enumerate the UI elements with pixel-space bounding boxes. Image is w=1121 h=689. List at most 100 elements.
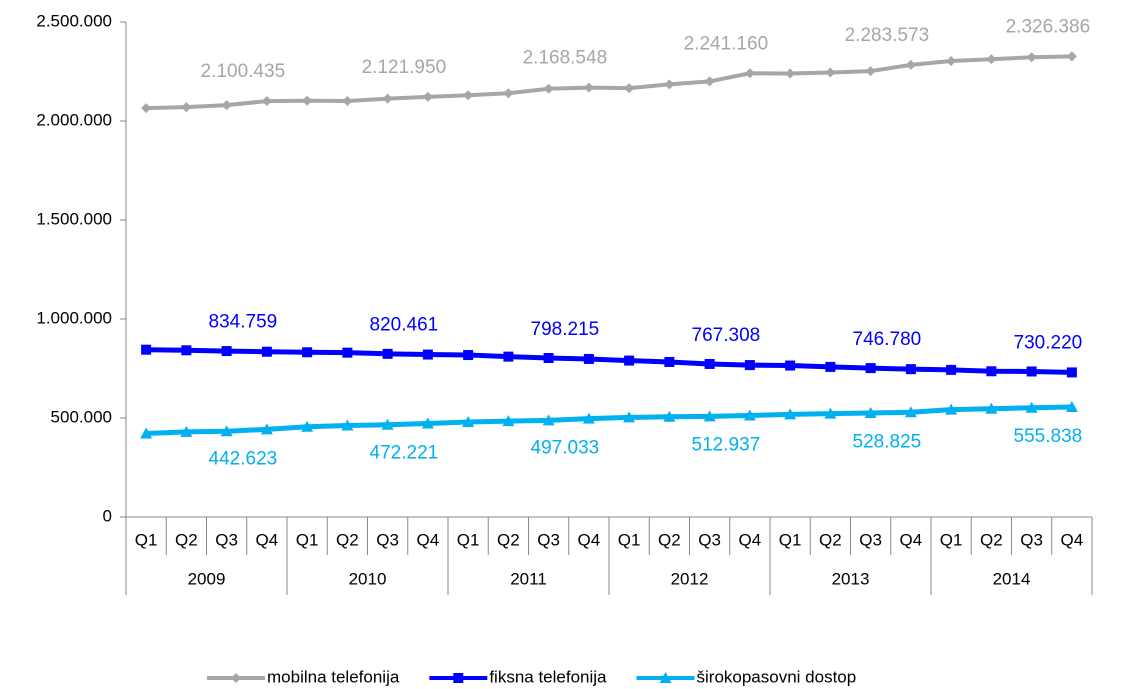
x-tick-label: Q2: [658, 530, 681, 549]
point-marker: [261, 96, 272, 107]
point-marker: [583, 353, 594, 364]
point-marker: [986, 54, 997, 65]
point-marker: [382, 348, 393, 359]
x-tick-label: Q3: [376, 530, 399, 549]
point-marker: [865, 363, 876, 374]
x-tick-label: Q4: [417, 530, 440, 549]
point-marker: [744, 360, 755, 371]
point-marker: [342, 347, 353, 358]
data-label: 746.780: [853, 329, 922, 350]
legend-label: mobilna telefonija: [267, 667, 400, 686]
x-tick-label: Q4: [256, 530, 279, 549]
point-marker: [825, 361, 836, 372]
point-marker: [141, 103, 152, 114]
data-label: 767.308: [692, 325, 761, 346]
point-marker: [302, 347, 313, 358]
point-marker: [503, 351, 514, 362]
point-marker: [905, 59, 916, 70]
year-label: 2013: [832, 569, 870, 588]
point-marker: [302, 95, 313, 106]
point-marker: [785, 68, 796, 79]
point-marker: [503, 88, 514, 99]
point-marker: [582, 412, 595, 424]
point-marker: [381, 418, 394, 430]
x-tick-label: Q2: [336, 530, 359, 549]
point-marker: [463, 350, 474, 361]
legend-marker: [231, 673, 241, 683]
series-line: [146, 347, 1072, 375]
data-label: 2.121.950: [362, 57, 447, 78]
point-marker: [463, 90, 474, 101]
point-marker: [502, 415, 515, 427]
point-marker: [865, 66, 876, 77]
x-tick-label: Q2: [980, 530, 1003, 549]
point-marker: [864, 407, 877, 419]
point-marker: [744, 68, 755, 79]
point-marker: [946, 364, 957, 375]
y-tick-label: 1.000.000: [36, 308, 112, 327]
point-marker: [1026, 52, 1037, 63]
y-tick-label: 0: [103, 506, 112, 525]
point-marker: [181, 345, 192, 356]
point-marker: [664, 356, 675, 367]
point-marker: [1066, 51, 1077, 62]
point-marker: [784, 408, 797, 420]
point-marker: [785, 360, 796, 371]
year-label: 2010: [349, 569, 387, 588]
x-tick-label: Q1: [940, 530, 963, 549]
year-label: 2009: [188, 569, 226, 588]
point-marker: [945, 403, 958, 415]
point-marker: [986, 366, 997, 377]
x-tick-label: Q3: [698, 530, 721, 549]
point-marker: [543, 83, 554, 94]
x-tick-label: Q4: [1061, 530, 1084, 549]
x-tick-label: Q3: [215, 530, 238, 549]
point-marker: [946, 56, 957, 67]
legend-label: fiksna telefonija: [489, 667, 607, 686]
point-marker: [141, 344, 152, 355]
x-tick-label: Q2: [819, 530, 842, 549]
point-marker: [462, 415, 475, 427]
y-tick-label: 2.000.000: [36, 110, 112, 129]
data-label: 834.759: [209, 312, 278, 333]
point-marker: [543, 353, 554, 364]
point-marker: [221, 346, 232, 357]
year-label: 2011: [510, 569, 547, 588]
point-marker: [824, 407, 837, 419]
data-label: 730.220: [1014, 332, 1083, 353]
x-tick-label: Q4: [739, 530, 762, 549]
point-marker: [1066, 367, 1077, 378]
point-marker: [1065, 400, 1078, 412]
point-marker: [422, 349, 433, 360]
x-tick-label: Q3: [537, 530, 560, 549]
year-label: 2014: [993, 569, 1031, 588]
data-label: 528.825: [853, 431, 922, 452]
data-label: 2.326.386: [1006, 16, 1091, 37]
point-marker: [180, 425, 193, 437]
point-marker: [904, 406, 917, 418]
x-tick-label: Q3: [1020, 530, 1043, 549]
point-marker: [260, 423, 273, 435]
point-marker: [664, 79, 675, 90]
x-tick-label: Q2: [497, 530, 520, 549]
x-tick-label: Q4: [900, 530, 923, 549]
point-marker: [624, 355, 635, 366]
point-marker: [623, 411, 636, 423]
data-label: 2.241.160: [684, 33, 769, 54]
x-tick-label: Q1: [135, 530, 158, 549]
point-marker: [341, 419, 354, 431]
x-tick-label: Q4: [578, 530, 601, 549]
data-label: 2.168.548: [523, 48, 608, 69]
data-label: 798.215: [531, 319, 600, 340]
x-tick-label: Q1: [779, 530, 802, 549]
data-label: 820.461: [370, 315, 439, 336]
data-label: 2.283.573: [845, 25, 930, 46]
x-tick-label: Q3: [859, 530, 882, 549]
data-label: 2.100.435: [201, 61, 286, 82]
data-label: 555.838: [1014, 426, 1083, 447]
point-marker: [422, 91, 433, 102]
point-marker: [1025, 401, 1038, 413]
legend-marker: [659, 672, 672, 683]
x-tick-label: Q1: [296, 530, 319, 549]
point-marker: [985, 402, 998, 414]
